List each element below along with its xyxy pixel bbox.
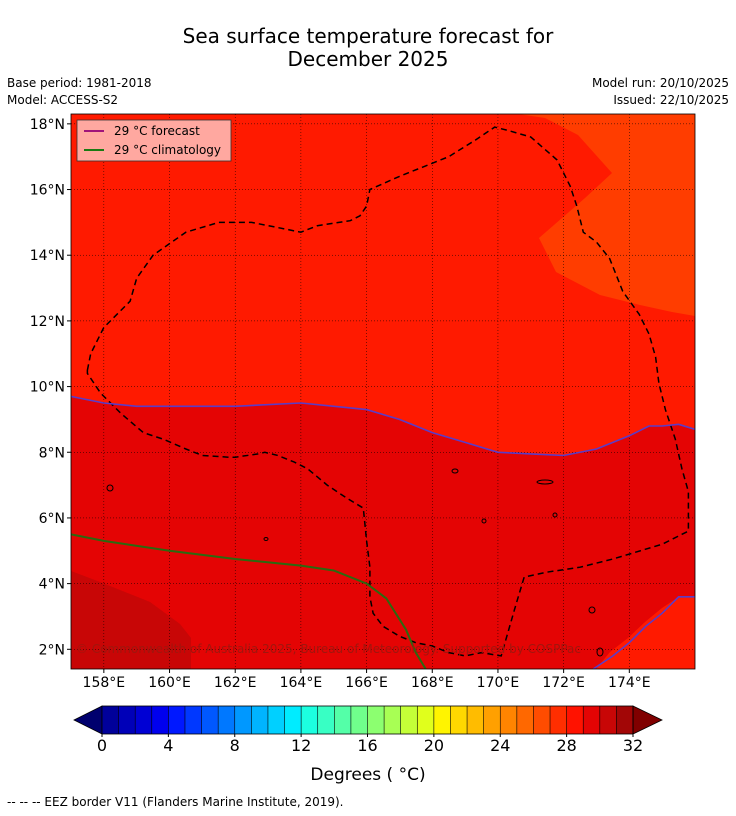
colorbar-segment (184, 706, 202, 734)
colorbar-segment (450, 706, 468, 734)
y-tick-label: 4°N (39, 577, 65, 593)
sst-region-30-31 (71, 571, 191, 669)
colorbar-segment (251, 706, 269, 734)
chart-title-line1: Sea surface temperature forecast for (182, 24, 554, 48)
colorbar-segment (367, 706, 385, 734)
colorbar-over-arrow (632, 705, 663, 735)
colorbar-segment (234, 706, 252, 734)
colorbar-segment (599, 706, 617, 734)
model-name: Model: ACCESS-S2 (7, 93, 119, 107)
y-axis-ticks: 2°N 4°N 6°N 8°N 10°N 12°N 14°N 16°N 18°N (30, 117, 71, 658)
eez-footnote: -- -- -- EEZ border V11 (Flanders Marine… (7, 795, 344, 809)
x-axis-ticks: 158°E 160°E 162°E 164°E 166°E 168°E 170°E 172°E… (83, 669, 651, 691)
legend-box (76, 119, 232, 162)
colorbar-tick-label: 24 (490, 736, 510, 755)
colorbar-segment (102, 706, 119, 734)
colorbar-segment (301, 706, 319, 734)
y-tick-label: 12°N (30, 314, 65, 330)
island (536, 479, 554, 485)
legend-climatology-label: 29 °C climatology (114, 143, 221, 157)
colorbar-tick-label: 28 (556, 736, 576, 755)
island (263, 537, 269, 541)
sst-region-29-30 (71, 396, 695, 669)
colorbar-tick-label: 12 (291, 736, 311, 755)
colorbar-segment (151, 706, 169, 734)
colorbar-segment (284, 706, 302, 734)
base-period: Base period: 1981-2018 (7, 76, 152, 90)
plot-frame (70, 113, 696, 670)
x-tick-label: 162°E (214, 675, 257, 691)
colorbar-segment (168, 706, 186, 734)
colorbar-segment (616, 706, 634, 734)
colorbar-segment (483, 706, 501, 734)
colorbar-tick-label: 0 (97, 736, 107, 755)
y-tick-label: 10°N (30, 380, 65, 396)
island (552, 512, 558, 518)
colorbar-segment (550, 706, 567, 734)
colorbar-segment (467, 706, 484, 734)
y-tick-label: 2°N (39, 642, 65, 658)
colorbar-tick-label: 20 (424, 736, 444, 755)
island (481, 518, 487, 524)
y-tick-label: 16°N (30, 183, 65, 199)
sst-region-se-28-29 (596, 596, 695, 669)
issued-date: Issued: 22/10/2025 (613, 93, 729, 107)
colorbar-segment (135, 706, 153, 734)
x-tick-label: 160°E (148, 675, 191, 691)
colorbar-tick-label: 4 (163, 736, 173, 755)
colorbar-segment (267, 706, 285, 734)
colorbar-tick-label: 8 (230, 736, 240, 755)
colorbar-segment (201, 706, 219, 734)
eez-border-line (86, 126, 690, 657)
sst-region-27-28 (518, 114, 695, 316)
map-grid (71, 114, 695, 669)
colorbar-tick-label: 32 (623, 736, 643, 755)
map-fill-layer: © Commonwealth of Australia 2025, Bureau… (71, 114, 695, 669)
x-tick-label: 166°E (345, 675, 388, 691)
colorbar-segment (334, 706, 352, 734)
x-tick-label: 174°E (608, 675, 651, 691)
colorbar-segment (118, 706, 136, 734)
legend-forecast-label: 29 °C forecast (114, 124, 200, 138)
colorbar (73, 705, 663, 735)
sst-map-chart: © Commonwealth of Australia 2025, Bureau… (30, 113, 696, 785)
y-tick-label: 18°N (30, 117, 65, 133)
colorbar-segment (566, 706, 584, 734)
y-tick-label: 6°N (39, 511, 65, 527)
colorbar-segment (350, 706, 368, 734)
colorbar-segment (433, 706, 451, 734)
island (596, 647, 604, 657)
islands (106, 468, 604, 657)
colorbar-segment (516, 706, 534, 734)
chart-title-line2: December 2025 (287, 47, 449, 71)
colorbar-segment (417, 706, 435, 734)
island (451, 468, 459, 474)
copyright-watermark: © Commonwealth of Australia 2025, Bureau… (76, 642, 581, 656)
colorbar-segment (583, 706, 601, 734)
legend: 29 °C forecast 29 °C climatology (76, 119, 232, 162)
colorbar-segment (500, 706, 518, 734)
x-tick-label: 170°E (477, 675, 520, 691)
colorbar-tick-label: 16 (357, 736, 377, 755)
x-tick-label: 158°E (83, 675, 126, 691)
colorbar-segment (218, 706, 236, 734)
forecast-29c-contour (71, 395, 695, 457)
model-run-date: Model run: 20/10/2025 (591, 76, 729, 90)
colorbar-label: Degrees ( °C) (310, 765, 425, 785)
island (106, 484, 114, 492)
island (588, 606, 596, 614)
climatology-29c-contour (71, 533, 427, 669)
y-tick-label: 8°N (39, 445, 65, 461)
colorbar-segment (384, 706, 401, 734)
colorbar-segment (317, 706, 335, 734)
colorbar-segment (533, 706, 551, 734)
y-tick-label: 14°N (30, 248, 65, 264)
x-tick-label: 164°E (280, 675, 323, 691)
colorbar-ticks: 0 4 8 12 16 20 24 28 32 (97, 734, 643, 755)
x-tick-label: 168°E (411, 675, 454, 691)
x-tick-label: 172°E (542, 675, 585, 691)
colorbar-under-arrow (73, 705, 103, 735)
forecast-29c-contour-se (592, 596, 695, 669)
colorbar-segment (400, 706, 418, 734)
